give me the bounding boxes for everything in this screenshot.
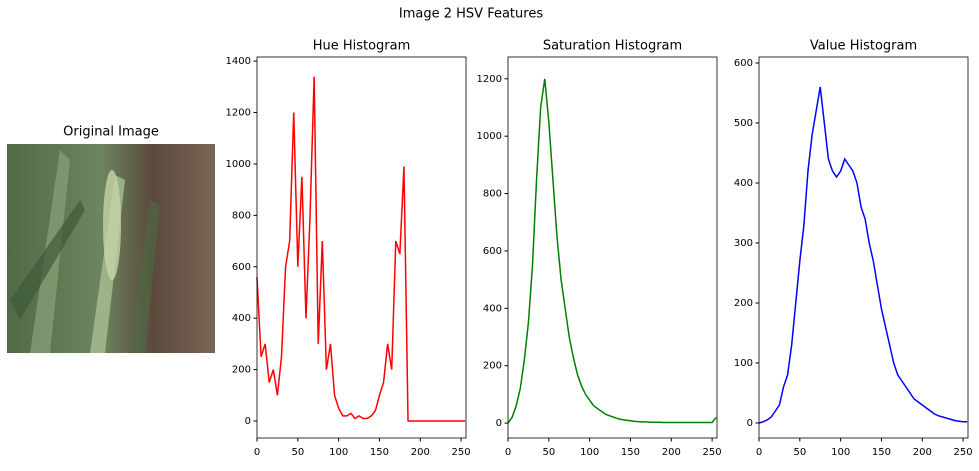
photo — [7, 144, 215, 353]
axes-frame — [758, 56, 969, 439]
x-tick-label: 150 — [872, 447, 891, 458]
y-tick-label: 100 — [734, 358, 753, 369]
histogram-line — [758, 86, 968, 424]
x-tick-label: 200 — [411, 447, 430, 458]
y-tick-label: 1000 — [226, 159, 251, 170]
y-tick-label: 600 — [232, 262, 251, 273]
y-tick-label: 300 — [734, 238, 753, 249]
y-tick-label: 200 — [483, 361, 502, 372]
y-tick-label: 200 — [232, 365, 251, 376]
y-tick-label: 1200 — [226, 108, 251, 119]
y-tick-label: 200 — [734, 298, 753, 309]
y-tick-label: 400 — [232, 313, 251, 324]
x-tick-label: 250 — [703, 447, 722, 458]
y-tick-label: 1400 — [226, 56, 251, 67]
x-tick-label: 50 — [291, 447, 304, 458]
chart-title: Value Histogram — [810, 39, 917, 54]
chart-title: Hue Histogram — [313, 39, 411, 54]
x-tick-label: 100 — [831, 447, 850, 458]
x-tick-label: 250 — [954, 447, 973, 458]
y-tick-label: 800 — [483, 189, 502, 200]
y-tick-label: 600 — [734, 58, 753, 69]
x-tick-label: 150 — [621, 447, 640, 458]
y-tick-label: 600 — [483, 246, 502, 257]
histogram-line — [256, 76, 466, 422]
x-tick-label: 0 — [756, 447, 762, 458]
y-tick-label: 0 — [747, 418, 753, 429]
y-tick-label: 800 — [232, 210, 251, 221]
figure-title: Image 2 HSV Features — [399, 7, 543, 22]
y-tick-label: 0 — [496, 418, 502, 429]
x-tick-label: 0 — [254, 447, 260, 458]
y-tick-label: 400 — [483, 303, 502, 314]
x-tick-label: 50 — [542, 447, 555, 458]
y-tick-label: 0 — [245, 416, 251, 427]
x-tick-label: 0 — [505, 447, 511, 458]
x-tick-label: 250 — [452, 447, 471, 458]
x-tick-label: 200 — [913, 447, 932, 458]
x-tick-label: 100 — [329, 447, 348, 458]
image-title: Original Image — [63, 125, 159, 140]
histogram-line — [507, 78, 717, 424]
axes-frame — [507, 56, 718, 439]
y-tick-label: 500 — [734, 118, 753, 129]
x-tick-label: 200 — [662, 447, 681, 458]
x-tick-label: 100 — [580, 447, 599, 458]
x-tick-label: 150 — [370, 447, 389, 458]
axes-frame — [256, 56, 467, 439]
chart-title: Saturation Histogram — [543, 39, 682, 54]
y-tick-label: 400 — [734, 178, 753, 189]
y-tick-label: 1000 — [477, 131, 502, 142]
y-tick-label: 1200 — [477, 74, 502, 85]
x-tick-label: 50 — [793, 447, 806, 458]
